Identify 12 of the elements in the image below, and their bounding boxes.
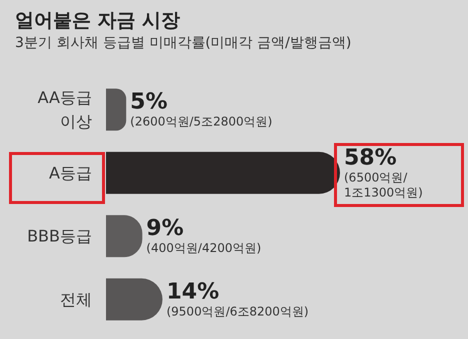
data-label: 5% (2600억원/5조2800억원) — [130, 90, 272, 129]
bar — [106, 152, 340, 194]
y-tick-label: A등급 — [49, 163, 92, 182]
y-tick-label: AA등급 이상 — [38, 88, 92, 132]
chart-title: 얼어붙은 자금 시장 — [15, 10, 180, 32]
chart-subtitle: 3분기 회사채 등급별 미매각률(미매각 금액/발행금액) — [15, 35, 352, 51]
data-label: 14% (9500억원/6조8200억원) — [166, 279, 309, 318]
y-tick-label: 전체 — [60, 290, 92, 309]
data-label: 9% (400억원/4200억원) — [146, 216, 262, 256]
y-tick-label: BBB등급 — [27, 226, 92, 246]
data-label: 58% (6500억원/ 1조1300억원) — [344, 145, 423, 200]
bar — [106, 88, 126, 131]
